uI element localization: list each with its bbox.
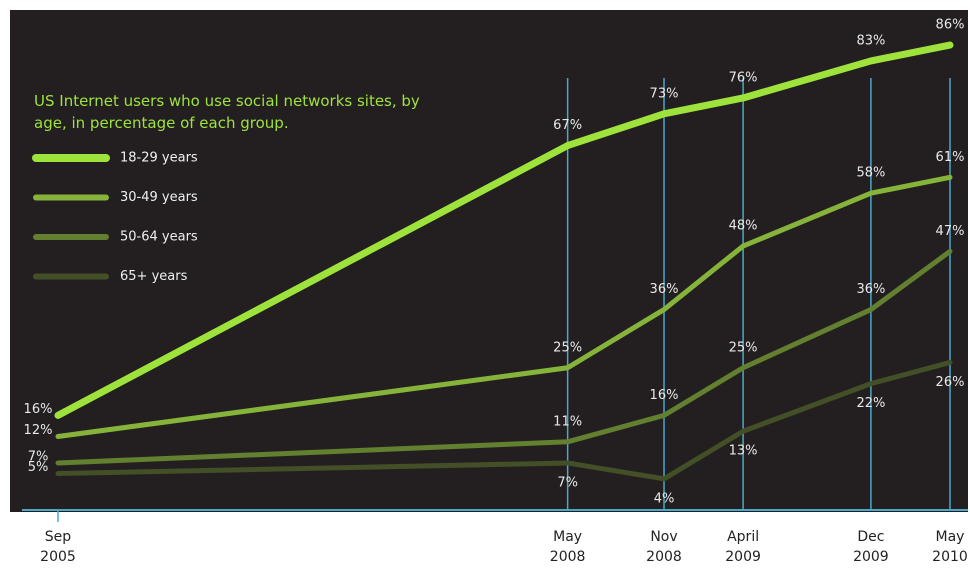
- data-label: 86%: [936, 18, 965, 33]
- data-label: 48%: [729, 219, 758, 234]
- data-label: 36%: [650, 282, 679, 297]
- legend-label: 30-49 years: [120, 190, 198, 205]
- chart-title: US Internet users who use social network…: [34, 92, 420, 132]
- legend-label: 18-29 years: [120, 151, 198, 166]
- x-tick-label: Nov 2008: [646, 529, 682, 565]
- data-label: 73%: [650, 86, 679, 101]
- data-label: 47%: [936, 224, 965, 239]
- series-line: [54, 41, 954, 419]
- data-label: 7%: [557, 475, 578, 490]
- data-label: 58%: [856, 166, 885, 181]
- x-tick-label: April 2009: [725, 529, 761, 565]
- data-label: 22%: [856, 396, 885, 411]
- data-label: 83%: [856, 33, 885, 48]
- chart-background: [10, 10, 968, 512]
- data-label: 67%: [553, 118, 582, 133]
- series-line: [55, 359, 953, 482]
- x-tick-label: May 2008: [549, 529, 586, 565]
- data-label: 26%: [936, 375, 965, 390]
- data-label: 16%: [650, 388, 679, 403]
- series-line: [55, 174, 953, 440]
- data-label: 7%: [28, 449, 49, 464]
- data-label: 61%: [936, 150, 965, 165]
- data-label: 16%: [24, 402, 53, 417]
- data-label: 25%: [553, 340, 582, 355]
- x-tick-label: Sep 2005: [40, 529, 76, 565]
- data-label: 11%: [553, 414, 582, 429]
- x-tick-label: May 2010: [932, 529, 968, 565]
- data-label: 76%: [729, 70, 758, 85]
- data-label: 5%: [28, 460, 49, 475]
- legend-label: 65+ years: [120, 269, 188, 284]
- x-tick-label: Dec 2009: [853, 529, 889, 565]
- data-label: 25%: [729, 340, 758, 355]
- series-line: [55, 248, 953, 466]
- data-label: 36%: [856, 282, 885, 297]
- data-label: 13%: [729, 444, 758, 459]
- legend-label: 50-64 years: [120, 230, 198, 245]
- data-label: 12%: [24, 423, 53, 438]
- data-label: 4%: [654, 491, 675, 506]
